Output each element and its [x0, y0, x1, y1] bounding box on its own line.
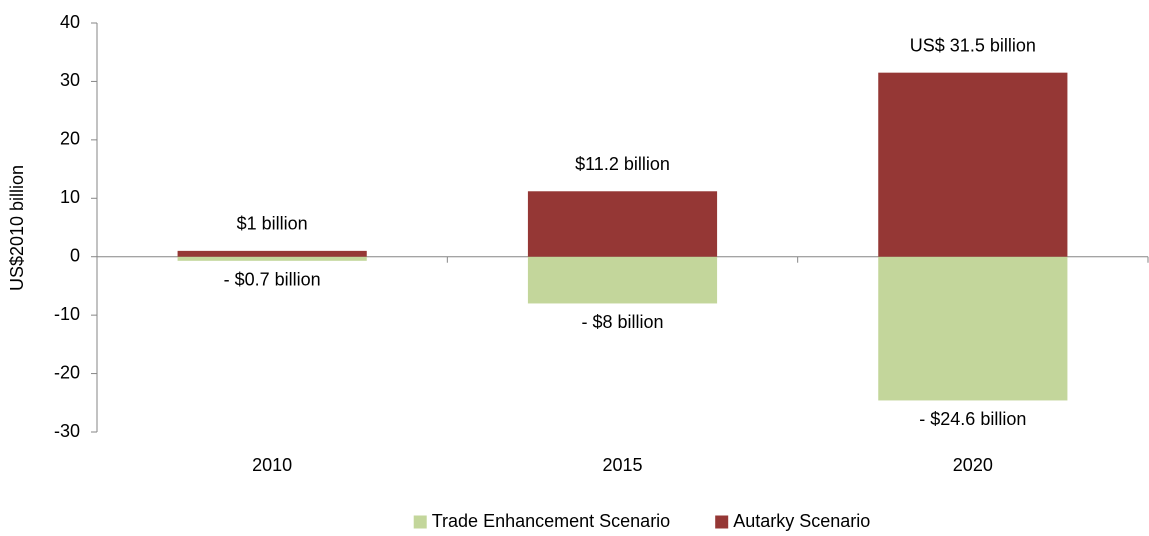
bar [878, 256, 1068, 401]
y-tick-label: 0 [70, 245, 80, 265]
y-tick-label: -10 [54, 304, 80, 324]
data-label: - $8 billion [581, 312, 663, 332]
x-tick-label: 2020 [953, 455, 993, 475]
data-label: $1 billion [237, 214, 308, 234]
bar [527, 256, 718, 304]
y-tick-label: 30 [60, 70, 80, 90]
x-tick-label: 2010 [252, 455, 292, 475]
data-label: US$ 31.5 billion [910, 35, 1036, 55]
y-tick-label: 40 [60, 12, 80, 32]
data-label: - $24.6 billion [919, 409, 1026, 429]
y-tick-label: 20 [60, 129, 80, 149]
y-tick-label: -30 [54, 421, 80, 441]
legend-label: Trade Enhancement Scenario [432, 511, 670, 531]
legend-swatch [413, 515, 427, 529]
legend-label: Autarky Scenario [733, 511, 870, 531]
bar [878, 72, 1068, 257]
bar [177, 256, 367, 261]
y-tick-label: -20 [54, 362, 80, 382]
data-label: - $0.7 billion [224, 270, 321, 290]
bar [177, 250, 367, 257]
y-axis-label: US$2010 billion [7, 165, 27, 291]
data-label: $11.2 billion [575, 154, 670, 174]
bar [527, 191, 718, 257]
x-tick-label: 2015 [602, 455, 642, 475]
legend-swatch [715, 515, 729, 529]
y-tick-label: 10 [60, 187, 80, 207]
